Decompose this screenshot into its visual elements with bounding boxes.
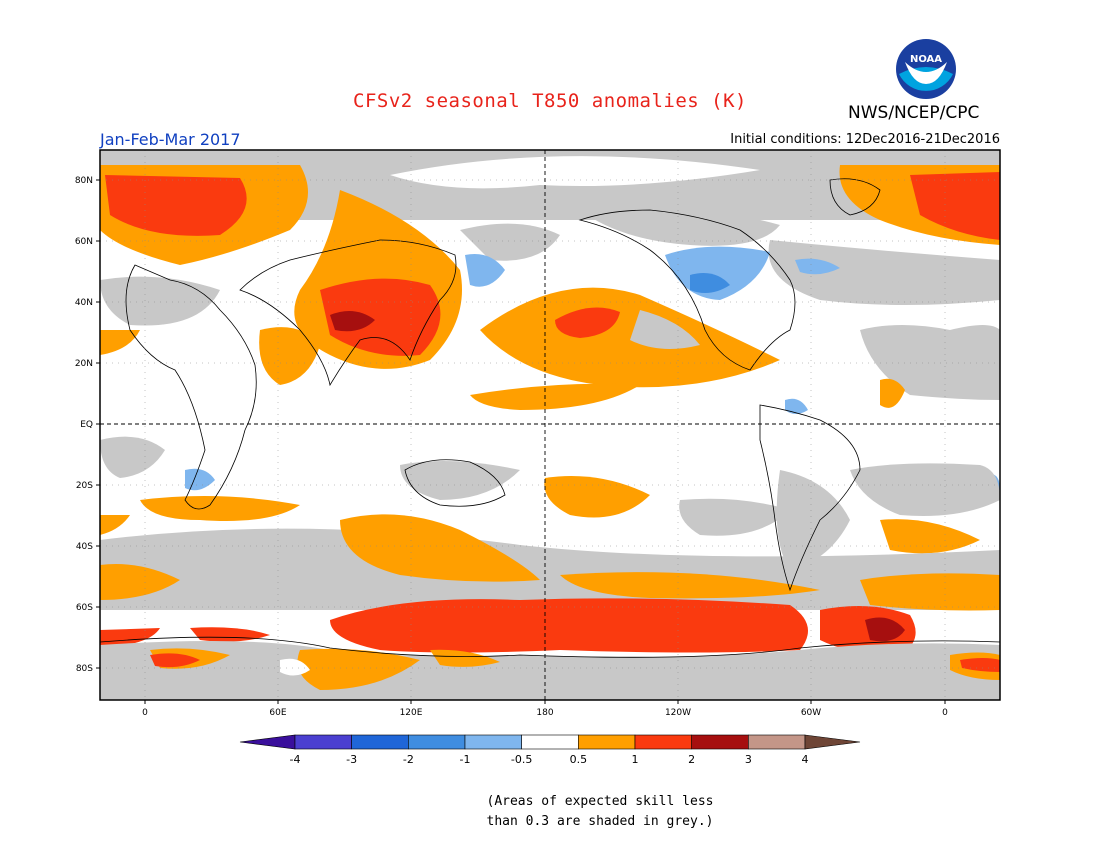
- colorbar-labels: -4 -3 -2 -1 -0.5 0.5 1 2 3 4: [290, 753, 809, 766]
- lon-label: 120W: [665, 708, 691, 718]
- skill-note: (Areas of expected skill less than 0.3 a…: [420, 792, 780, 832]
- chart-title: CFSv2 seasonal T850 anomalies (K): [353, 90, 747, 112]
- lon-label: 60E: [269, 708, 286, 718]
- colorbar-label: 2: [688, 753, 695, 766]
- colorbar-swatch: [239, 734, 296, 750]
- agency-label: NWS/NCEP/CPC: [848, 103, 980, 123]
- lon-label: 0: [142, 708, 148, 718]
- season-label: Jan-Feb-Mar 2017: [100, 130, 241, 149]
- lat-label: 20S: [76, 481, 93, 491]
- lon-label: 180: [536, 708, 553, 718]
- colorbar-swatch: [634, 734, 692, 750]
- colorbar-swatch: [804, 734, 861, 750]
- lat-label: 40N: [75, 298, 93, 308]
- colorbar-swatch: [691, 734, 749, 750]
- lat-label: 80S: [76, 664, 93, 674]
- equator-dateline: [100, 150, 1000, 700]
- lat-label: 80N: [75, 176, 93, 186]
- colorbar-label: 3: [745, 753, 752, 766]
- colorbar-swatch: [464, 734, 522, 750]
- lat-label: 60N: [75, 237, 93, 247]
- anomaly-field: [100, 150, 1000, 700]
- lat-label: 20N: [75, 359, 93, 369]
- lon-label: 60W: [801, 708, 821, 718]
- colorbar-label: -2: [403, 753, 414, 766]
- colorbar-label: 0.5: [570, 753, 588, 766]
- colorbar-label: -4: [290, 753, 301, 766]
- initial-conditions-label: Initial conditions: 12Dec2016-21Dec2016: [730, 132, 1000, 147]
- svg-text:NOAA: NOAA: [910, 54, 942, 65]
- colorbar-swatch: [408, 734, 466, 750]
- lat-label: EQ: [80, 420, 93, 430]
- lon-label: 120E: [400, 708, 423, 718]
- coastlines: [100, 178, 1000, 658]
- graticule: [100, 150, 1000, 700]
- colorbar-label: 1: [632, 753, 639, 766]
- colorbar-label: -1: [460, 753, 471, 766]
- colorbar-swatch: [351, 734, 409, 750]
- lat-label: 40S: [76, 542, 93, 552]
- skill-note-line2: than 0.3 are shaded in grey.): [486, 814, 714, 829]
- colorbar-swatch: [578, 734, 636, 750]
- colorbar-label: 4: [802, 753, 809, 766]
- colorbar-swatch: [294, 734, 352, 750]
- colorbar: [239, 734, 861, 750]
- colorbar-swatch: [521, 734, 579, 750]
- map-frame: [99, 149, 1001, 701]
- skill-note-line1: (Areas of expected skill less: [486, 794, 714, 809]
- lat-label: 60S: [76, 603, 93, 613]
- noaa-logo: NOAA: [896, 39, 956, 99]
- lon-label: 0: [942, 708, 948, 718]
- colorbar-label: -0.5: [511, 753, 532, 766]
- colorbar-label: -3: [346, 753, 357, 766]
- colorbar-swatch: [748, 734, 806, 750]
